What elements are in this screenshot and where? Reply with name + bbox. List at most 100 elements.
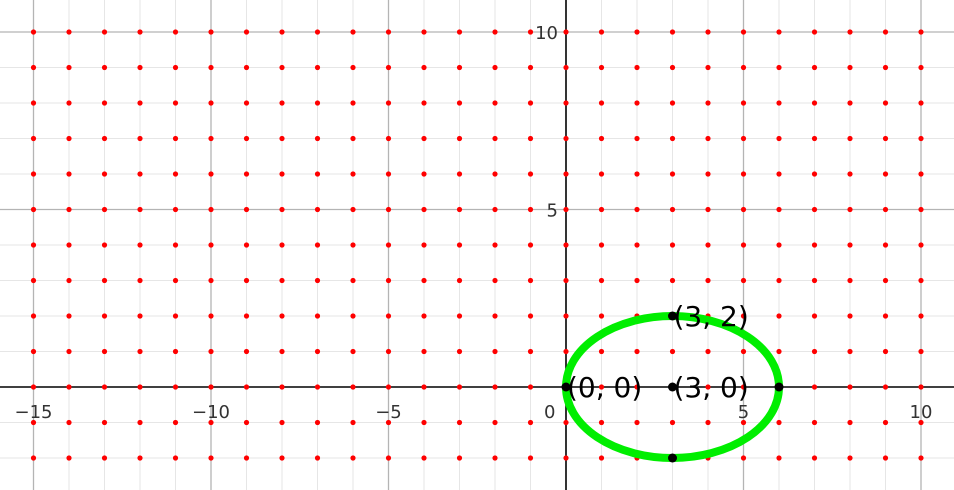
lattice-dot	[776, 171, 782, 177]
lattice-dot	[137, 206, 143, 213]
lattice-dot	[563, 100, 569, 106]
lattice-dot	[421, 277, 427, 284]
point-label: (3, 2)	[674, 300, 749, 333]
lattice-dot	[314, 455, 321, 461]
lattice-dot	[66, 455, 72, 461]
lattice-dot	[101, 419, 108, 426]
lattice-dot	[847, 100, 853, 106]
lattice-dot	[208, 419, 214, 426]
lattice-dot	[598, 242, 605, 248]
lattice-dot	[669, 419, 676, 426]
lattice-dot	[705, 384, 711, 390]
lattice-dot	[385, 384, 392, 390]
lattice-dot	[740, 242, 747, 248]
lattice-dot	[527, 455, 534, 461]
lattice-dot	[527, 64, 534, 71]
lattice-dot	[456, 100, 463, 106]
lattice-dot	[421, 384, 427, 390]
lattice-dot	[385, 100, 392, 106]
lattice-dot	[30, 171, 37, 177]
point-marker[interactable]	[774, 382, 784, 392]
lattice-dot	[456, 419, 463, 426]
lattice-dot	[492, 384, 498, 390]
point-marker[interactable]	[561, 382, 571, 392]
lattice-dot	[350, 29, 356, 35]
lattice-dot	[563, 419, 569, 426]
lattice-dot	[918, 313, 924, 319]
lattice-dot	[172, 419, 179, 426]
lattice-dot	[598, 419, 605, 426]
lattice-dot	[208, 171, 214, 177]
lattice-dot	[740, 135, 747, 142]
lattice-dot	[492, 29, 498, 35]
lattice-dot	[811, 135, 818, 142]
lattice-dot	[563, 348, 569, 355]
lattice-dot	[30, 313, 37, 319]
lattice-dot	[314, 419, 321, 426]
lattice-dot	[314, 64, 321, 71]
lattice-dot	[385, 206, 392, 213]
lattice-dot	[918, 455, 924, 461]
lattice-dot	[421, 348, 427, 355]
lattice-dot	[456, 206, 463, 213]
lattice-dot	[385, 348, 392, 355]
lattice-dot	[598, 455, 605, 461]
lattice-dot	[137, 313, 143, 319]
lattice-dot	[740, 29, 747, 35]
lattice-dot	[811, 29, 818, 35]
lattice-dot	[634, 135, 640, 142]
lattice-dot	[172, 135, 179, 142]
lattice-dot	[492, 277, 498, 284]
lattice-dot	[30, 206, 37, 213]
lattice-dot	[776, 135, 782, 142]
point-marker[interactable]	[668, 311, 677, 321]
lattice-dot	[279, 455, 285, 461]
lattice-dot	[456, 277, 463, 284]
lattice-dot	[243, 419, 250, 426]
lattice-dot	[279, 206, 285, 213]
lattice-dot	[208, 100, 214, 106]
lattice-dot	[847, 348, 853, 355]
lattice-dot	[314, 313, 321, 319]
lattice-dot	[350, 206, 356, 213]
lattice-dot	[243, 242, 250, 248]
lattice-dot	[776, 206, 782, 213]
lattice-dot	[492, 206, 498, 213]
labeled-points[interactable]: (0, 0) (3, 0) (3, 2)	[561, 300, 784, 463]
lattice-dot	[314, 348, 321, 355]
lattice-dot	[669, 206, 676, 213]
lattice-dot	[527, 242, 534, 248]
lattice-dot	[705, 135, 711, 142]
lattice-dot	[811, 384, 818, 390]
lattice-dot	[314, 206, 321, 213]
lattice-dot	[421, 29, 427, 35]
point-marker[interactable]	[668, 382, 677, 392]
lattice-dot	[137, 242, 143, 248]
lattice-dot	[456, 384, 463, 390]
lattice-dot	[776, 455, 782, 461]
lattice-dot	[527, 313, 534, 319]
lattice-dot	[172, 171, 179, 177]
lattice-dot	[172, 455, 179, 461]
lattice-dot	[669, 64, 676, 71]
lattice-dot	[598, 348, 605, 355]
lattice-dot	[456, 348, 463, 355]
lattice-dot	[350, 419, 356, 426]
lattice-dot	[847, 455, 853, 461]
lattice-dot	[882, 348, 889, 355]
lattice-dot	[918, 100, 924, 106]
point-marker[interactable]	[668, 453, 677, 463]
lattice-dot	[101, 100, 108, 106]
lattice-dot	[634, 29, 640, 35]
lattice-dot	[563, 171, 569, 177]
lattice-dot	[30, 29, 37, 35]
lattice-dot	[669, 171, 676, 177]
lattice-dot	[385, 64, 392, 71]
lattice-dot	[598, 171, 605, 177]
lattice-dot	[669, 135, 676, 142]
lattice-dot	[172, 277, 179, 284]
lattice-dot	[492, 171, 498, 177]
